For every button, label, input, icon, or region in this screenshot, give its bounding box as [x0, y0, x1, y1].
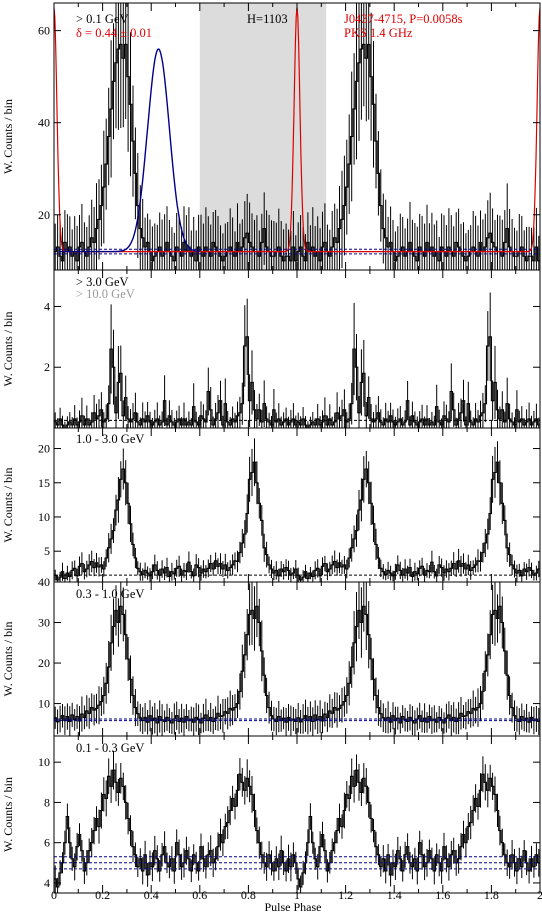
- panel-5-histogram: [54, 769, 540, 888]
- x-tick-label: 0.8: [241, 888, 256, 902]
- x-tick-label: 1.4: [387, 888, 402, 902]
- x-tick-label: 1.8: [484, 888, 499, 902]
- panel-5-energy-label: 0.1 - 0.3 GeV: [76, 741, 144, 755]
- panel-1-y-axis-label: W. Counts / bin: [1, 99, 15, 174]
- x-tick-label: 1.2: [338, 888, 353, 902]
- y-tick-label: 6: [44, 836, 50, 850]
- panel-3-histogram: [54, 461, 540, 581]
- panel-4-y-axis-label: W. Counts / bin: [1, 622, 15, 697]
- panel-1-error-bars: [54, 3, 540, 270]
- panel-2-plot-area: [54, 292, 540, 428]
- panel-3-plot-area: [54, 438, 540, 582]
- panel-1-plot-area: [54, 3, 540, 270]
- x-tick-label: 2: [537, 888, 542, 902]
- panel-3-error-bars: [54, 438, 540, 582]
- panel-2-energy-label-secondary: > 10.0 GeV: [76, 287, 135, 301]
- panel-4-energy-label: 0.3 - 1.0 GeV: [76, 587, 144, 601]
- y-tick-label: 40: [38, 116, 50, 130]
- x-tick-label: 0.6: [192, 888, 207, 902]
- y-tick-label: 20: [38, 442, 50, 456]
- panel-3-energy-label: 1.0 - 3.0 GeV: [76, 432, 144, 446]
- panel-3-frame: [53, 427, 541, 583]
- y-tick-label: 10: [38, 510, 50, 524]
- x-tick-label: 1.6: [435, 888, 450, 902]
- y-tick-label: 40: [38, 575, 50, 589]
- panel-4-plot-area: [54, 582, 540, 736]
- y-tick-label: 10: [38, 755, 50, 769]
- y-tick-label: 8: [44, 795, 50, 809]
- y-tick-label: 20: [38, 208, 50, 222]
- panel-2-energy-label: > 3.0 GeV: [76, 275, 129, 289]
- y-tick-label: 2: [44, 360, 50, 374]
- gaussian-fit-curve: [58, 48, 200, 253]
- panel-1-energy-label: > 0.1 GeV: [76, 12, 129, 26]
- panel-1-h-test-label: H=1103: [247, 12, 288, 26]
- panel-1-source-label: J0437-4715, P=0.0058s: [344, 12, 463, 26]
- panel-5-y-axis-label: W. Counts / bin: [1, 777, 15, 852]
- panel-1-delta-label: δ = 0.44 ± 0.01: [76, 26, 152, 40]
- x-tick-label: 0.4: [144, 888, 159, 902]
- y-tick-label: 20: [38, 656, 50, 670]
- x-tick-label: 0: [51, 888, 57, 902]
- y-tick-label: 10: [38, 697, 50, 711]
- panel-1-radio-label: PKS 1.4 GHz: [344, 26, 413, 40]
- x-axis-label: Pulse Phase: [265, 900, 322, 914]
- y-tick-label: 4: [44, 299, 50, 313]
- panel-5-plot-area: [54, 750, 540, 893]
- panel-2-y-axis-label: W. Counts / bin: [1, 312, 15, 387]
- panel-2-error-bars: [54, 292, 540, 428]
- y-tick-label: 15: [38, 476, 50, 490]
- y-tick-label: 4: [44, 876, 50, 890]
- panel-1-histogram: [54, 43, 540, 262]
- panel-3-y-axis-label: W. Counts / bin: [1, 468, 15, 543]
- panel-2-histogram: [54, 336, 540, 428]
- x-tick-label: 0.2: [95, 888, 110, 902]
- y-tick-label: 30: [38, 616, 50, 630]
- y-tick-label: 60: [38, 24, 50, 38]
- x-tick-label: 1: [294, 888, 300, 902]
- y-tick-label: 5: [44, 544, 50, 558]
- panel-4-histogram: [54, 605, 540, 724]
